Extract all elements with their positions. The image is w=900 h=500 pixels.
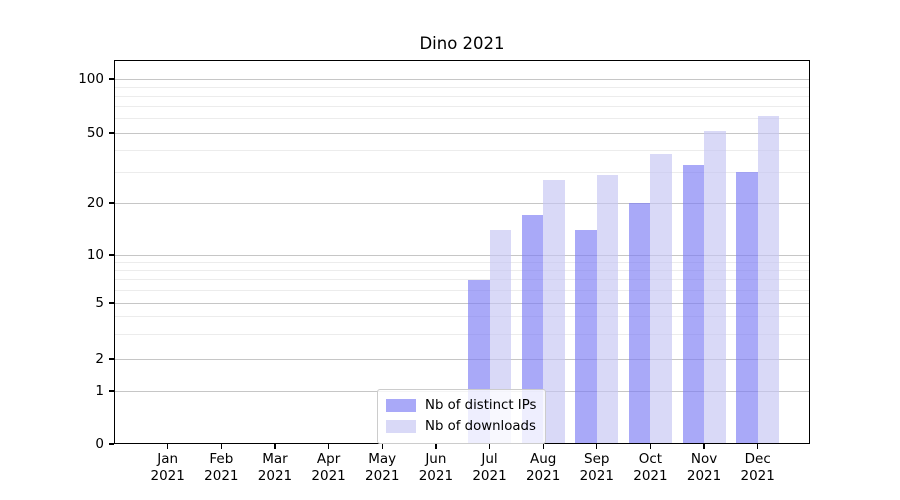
gridline-major bbox=[114, 78, 810, 80]
y-tick-label: 100 bbox=[78, 71, 104, 87]
gridline-minor bbox=[114, 118, 810, 120]
x-tick-label: Sep 2021 bbox=[579, 451, 614, 484]
x-tick-label: Feb 2021 bbox=[204, 451, 239, 484]
x-tick-mark bbox=[220, 444, 223, 449]
bar-downloads bbox=[757, 116, 780, 444]
legend-label-distinct-ips: Nb of distinct IPs bbox=[425, 398, 537, 413]
x-tick-mark bbox=[435, 444, 437, 449]
gridline-minor bbox=[114, 171, 810, 173]
x-tick-label: Mar 2021 bbox=[257, 451, 293, 484]
y-tick-mark bbox=[109, 78, 114, 80]
legend-swatch-downloads bbox=[386, 420, 416, 433]
bar-distinct-ips bbox=[575, 229, 597, 444]
x-tick-mark bbox=[274, 444, 276, 449]
x-tick-label: Oct 2021 bbox=[633, 451, 668, 484]
x-tick-label: Jan 2021 bbox=[150, 451, 185, 484]
gridline-minor bbox=[114, 261, 810, 263]
gridline-minor bbox=[114, 289, 810, 291]
y-tick-label: 10 bbox=[86, 247, 104, 263]
bar-downloads bbox=[596, 174, 619, 444]
gridline-minor bbox=[114, 95, 810, 97]
x-tick-mark bbox=[703, 444, 705, 449]
x-tick-mark bbox=[328, 444, 330, 449]
x-tick-label: Nov 2021 bbox=[686, 451, 722, 484]
legend-entry-downloads: Nb of downloads bbox=[386, 416, 536, 437]
bar-downloads bbox=[650, 153, 672, 444]
gridline-minor bbox=[114, 86, 810, 88]
x-tick-mark bbox=[649, 444, 652, 449]
y-tick-label: 0 bbox=[95, 436, 104, 452]
gridline-minor bbox=[114, 279, 810, 281]
legend-entry-distinct-ips: Nb of distinct IPs bbox=[386, 395, 536, 416]
bar-distinct-ips bbox=[682, 164, 705, 444]
y-tick-mark bbox=[109, 202, 114, 204]
x-tick-label: Apr 2021 bbox=[311, 451, 346, 484]
plot-area bbox=[114, 60, 810, 444]
gridline-minor bbox=[114, 333, 810, 335]
x-tick-label: Jul 2021 bbox=[472, 451, 507, 484]
gridline-minor bbox=[114, 316, 810, 318]
x-tick-mark bbox=[488, 444, 491, 449]
y-tick-mark bbox=[109, 302, 114, 304]
bar-distinct-ips bbox=[628, 203, 651, 444]
y-tick-mark bbox=[109, 358, 114, 360]
x-tick-mark bbox=[542, 444, 544, 449]
bar-distinct-ips bbox=[521, 215, 544, 444]
legend-swatch-distinct-ips bbox=[386, 399, 416, 412]
x-tick-label: May 2021 bbox=[365, 451, 400, 484]
gridline-major bbox=[114, 254, 810, 256]
y-tick-label: 20 bbox=[86, 195, 104, 211]
x-tick-mark bbox=[757, 444, 759, 449]
legend: Nb of distinct IPs Nb of downloads bbox=[377, 389, 547, 444]
y-tick-label: 5 bbox=[95, 295, 104, 311]
gridline-major bbox=[114, 202, 810, 204]
gridline-major bbox=[114, 302, 810, 304]
x-tick-mark bbox=[167, 444, 169, 449]
y-tick-mark bbox=[109, 443, 114, 445]
y-tick-label: 2 bbox=[95, 351, 104, 367]
gridline-minor bbox=[114, 149, 810, 151]
legend-label-downloads: Nb of downloads bbox=[425, 419, 536, 434]
y-tick-label: 50 bbox=[86, 125, 104, 141]
bar-downloads bbox=[543, 180, 565, 444]
gridline-major bbox=[114, 358, 810, 360]
y-tick-mark bbox=[109, 254, 114, 256]
x-tick-mark bbox=[596, 444, 598, 449]
chart-title: Dino 2021 bbox=[419, 34, 505, 53]
y-tick-label: 1 bbox=[95, 383, 104, 399]
x-tick-mark bbox=[381, 444, 383, 449]
gridline-minor bbox=[114, 269, 810, 271]
y-tick-mark bbox=[109, 132, 114, 134]
x-tick-label: Dec 2021 bbox=[740, 451, 775, 484]
gridline-major bbox=[114, 132, 810, 134]
bar-downloads bbox=[704, 131, 726, 444]
x-tick-label: Aug 2021 bbox=[525, 451, 561, 484]
bar-distinct-ips bbox=[736, 172, 758, 444]
gridline-minor bbox=[114, 106, 810, 108]
y-tick-mark bbox=[109, 390, 114, 392]
x-tick-label: Jun 2021 bbox=[418, 451, 454, 484]
